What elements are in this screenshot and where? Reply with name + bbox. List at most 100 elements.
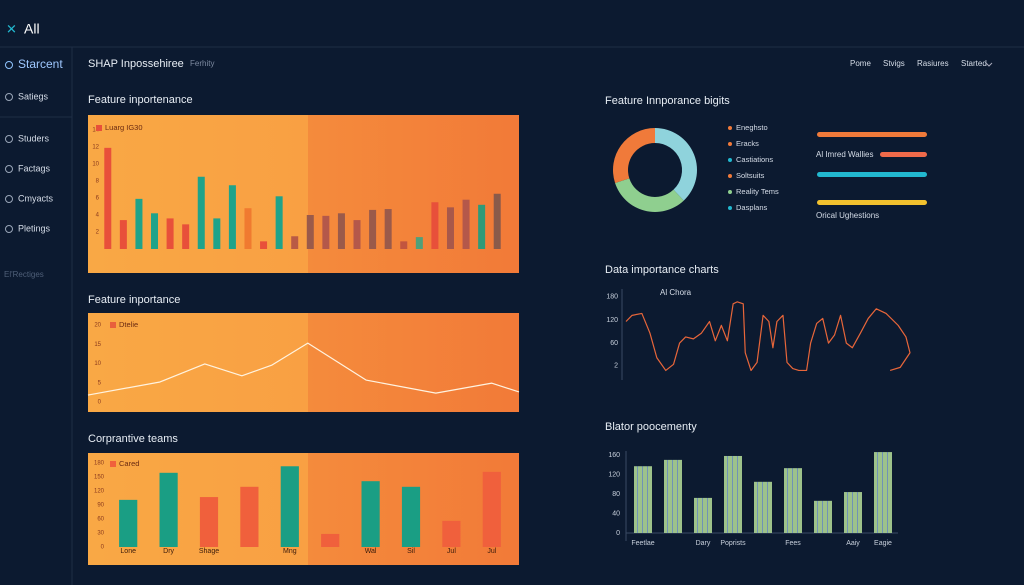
legend-marker	[110, 322, 116, 328]
y-tick-label: 40	[612, 510, 620, 517]
close-icon[interactable]: ✕	[6, 21, 17, 36]
bar	[784, 468, 802, 533]
y-tick-label: 120	[94, 489, 105, 495]
bar	[493, 193, 501, 249]
x-tick-label: Aaiy	[846, 540, 860, 547]
bar	[199, 497, 219, 547]
progress-bar	[880, 152, 927, 157]
y-tick-label: 30	[97, 531, 104, 537]
x-tick-label: Lone	[120, 548, 136, 555]
pie-segment	[655, 128, 697, 201]
legend-label: Cared	[119, 459, 139, 468]
bar	[482, 471, 501, 547]
bar	[814, 500, 832, 533]
nav: Pome Stvigs Rasiures Started	[850, 59, 987, 68]
bar	[754, 481, 772, 533]
legend-marker	[96, 125, 102, 131]
bar	[244, 208, 252, 249]
bar	[401, 486, 421, 547]
y-tick-label: 6	[96, 196, 100, 202]
sidebar-item[interactable]: El'Rectiges	[4, 270, 44, 279]
header-title: SHAP Inpossehiree	[88, 58, 184, 70]
y-tick-label: 80	[612, 491, 620, 498]
sidebar-item[interactable]: Starcent	[18, 57, 63, 71]
legend-label: Luarg IG30	[105, 123, 143, 132]
y-tick-label: 160	[608, 452, 620, 459]
legend-label: Dtelie	[119, 320, 138, 329]
bar	[724, 455, 742, 533]
x-tick-label: Dary	[696, 540, 711, 547]
y-tick-label: 90	[97, 503, 104, 509]
bar	[353, 220, 361, 249]
y-tick-label: 15	[94, 342, 101, 348]
x-tick-label: Mng	[283, 548, 297, 555]
legend-marker	[728, 174, 732, 178]
x-tick-label: Feetlae	[631, 540, 654, 547]
pie-segment	[613, 128, 655, 183]
x-tick-label: Dry	[163, 548, 174, 555]
bar	[844, 492, 862, 533]
sidebar-item[interactable]: Studers	[18, 133, 50, 143]
legend-marker	[110, 461, 116, 467]
x-tick-label: Jul	[447, 548, 456, 555]
chart-title: Corprantive teams	[88, 433, 178, 445]
legend-marker	[728, 142, 732, 146]
legend-label: Eneghsto	[736, 123, 768, 132]
y-tick-label: 60	[97, 517, 104, 523]
x-tick-label: Poprists	[720, 540, 746, 547]
y-tick-label: 0	[98, 400, 102, 406]
header-subtitle: Ferhity	[190, 59, 214, 68]
nav-item[interactable]: Started	[961, 59, 987, 68]
bar	[462, 199, 470, 249]
x-tick-label: Sil	[407, 548, 415, 555]
bar	[369, 209, 377, 249]
bar	[874, 452, 892, 533]
sidebar-item[interactable]: Cmyacts	[18, 193, 54, 203]
sidebar-icon	[5, 135, 13, 143]
y-tick-label: 2	[96, 230, 100, 236]
chart-title: Data importance charts	[605, 264, 719, 276]
y-tick-label: 120	[606, 317, 618, 324]
widget-label: Orical Ughestions	[816, 211, 879, 220]
sidebar-item[interactable]: Pletings	[18, 223, 51, 233]
sidebar-icon	[5, 61, 13, 69]
y-tick-label: 5	[98, 380, 102, 386]
bar	[322, 215, 330, 249]
bar	[446, 207, 454, 249]
bar	[119, 220, 127, 249]
x-tick-label: Fees	[785, 540, 801, 547]
y-tick-label: 150	[94, 475, 105, 481]
progress-bar	[817, 132, 927, 137]
y-tick-label: 12	[92, 145, 99, 151]
bar	[228, 185, 236, 249]
legend-label: Dasplans	[736, 203, 768, 212]
y-tick-label: 4	[96, 213, 100, 219]
line-series	[625, 301, 911, 372]
widget-label: Al Imred Wallies	[816, 150, 874, 159]
legend-marker	[728, 206, 732, 210]
bar	[240, 486, 259, 547]
sidebar-icon	[5, 165, 13, 173]
legend-label: Eracks	[736, 139, 759, 148]
sidebar-icon	[5, 195, 13, 203]
y-tick-label: 0	[616, 530, 620, 537]
chart-title: Feature Innporance bigits	[605, 95, 730, 107]
nav-item[interactable]: Pome	[850, 59, 871, 68]
nav-item[interactable]: Stvigs	[883, 59, 905, 68]
bar	[478, 204, 486, 249]
nav-item[interactable]: Rasiures	[917, 59, 949, 68]
sidebar-item[interactable]: Satiegs	[18, 91, 49, 101]
bar	[321, 533, 340, 547]
bar	[415, 237, 423, 249]
chart-subtitle: Al Chora	[660, 288, 692, 297]
y-tick-label: 10	[92, 162, 99, 168]
bar	[260, 241, 268, 249]
x-tick-label: Jul	[487, 548, 496, 555]
legend-label: Reality Tems	[736, 187, 779, 196]
bar	[361, 481, 380, 547]
chart-title: Blator poocementy	[605, 421, 697, 433]
sidebar-item[interactable]: Factags	[18, 163, 51, 173]
legend-marker	[728, 190, 732, 194]
bar	[664, 459, 682, 533]
